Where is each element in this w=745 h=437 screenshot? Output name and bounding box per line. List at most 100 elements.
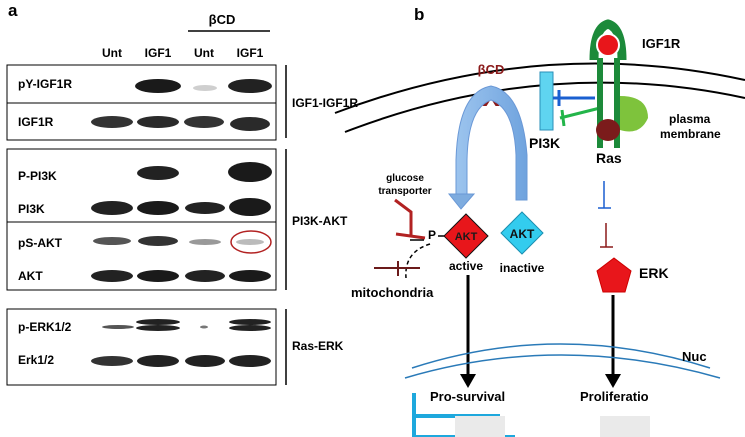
akt-active-label: AKT	[455, 231, 478, 243]
band	[230, 117, 270, 131]
band	[200, 325, 208, 329]
band	[91, 116, 133, 128]
erk-icon	[596, 257, 632, 293]
nucleus-outer	[411, 343, 711, 369]
blot-box-ras-erk	[6, 308, 277, 386]
band	[91, 356, 133, 366]
band	[137, 166, 179, 180]
glucose-label: glucose	[386, 173, 424, 184]
arrow-head-icon	[447, 193, 476, 210]
blot-bands-pi3k-akt	[91, 162, 272, 282]
band	[136, 319, 180, 325]
glucose-transporter-icon	[394, 198, 426, 240]
band	[228, 79, 272, 93]
panel-a-letter: a	[8, 1, 18, 20]
erk-label: ERK	[639, 265, 669, 281]
igf1r-receptor-icon	[589, 19, 648, 148]
faded-block	[455, 416, 505, 437]
beta-cd-label: βCD	[478, 62, 505, 77]
band	[137, 116, 179, 128]
receptor-stem-right	[614, 58, 620, 148]
nuc-label: Nuc	[682, 349, 707, 364]
mitochondria-inhibitor-icon	[374, 261, 420, 276]
prosurvival-label: Pro-survival	[430, 389, 505, 404]
beta-cd-header: βCD	[209, 12, 236, 27]
akt-inactive-label: AKT	[510, 227, 535, 241]
blot-row-label-erk12: Erk1/2	[18, 353, 54, 367]
plasma-label: plasma	[669, 112, 711, 126]
column-label-unt-1: Unt	[102, 46, 122, 60]
band	[91, 201, 133, 215]
plasma-membrane-outer	[334, 62, 745, 114]
nucleus-inner	[404, 354, 721, 379]
inactive-label: inactive	[500, 261, 545, 275]
green-inhibitor-icon	[559, 106, 601, 127]
band	[135, 79, 181, 93]
band	[185, 270, 225, 282]
band	[189, 239, 221, 245]
pathway-label-pi3k-akt: PI3K-AKT	[292, 214, 348, 228]
band	[229, 270, 271, 282]
band	[228, 162, 272, 182]
blot-bands-igf1r	[91, 79, 272, 131]
akt-inactive-icon	[500, 211, 544, 255]
akt-active-icon	[443, 213, 489, 259]
mitochondria-label: mitochondria	[351, 285, 434, 300]
band	[136, 325, 180, 331]
panel-b: b plasma membrane βCD X PI3K IGF1R Ras	[334, 5, 745, 437]
ras-icon	[596, 119, 620, 141]
blue-inhibitor-icon	[553, 90, 595, 106]
dashed-connector	[405, 243, 431, 279]
faded-block	[600, 416, 650, 437]
band	[137, 270, 179, 282]
blot-row-label-pi3k: PI3K	[18, 202, 45, 216]
active-label: active	[449, 259, 483, 273]
membrane-label: membrane	[660, 127, 721, 141]
panel-a: a βCD Unt IGF1 Unt IGF1 pY-IGF1R IGF1R I…	[6, 1, 358, 386]
pi3k-label: PI3K	[529, 135, 560, 151]
band	[93, 237, 131, 245]
column-label-unt-2: Unt	[194, 46, 214, 60]
band	[236, 239, 264, 245]
survival-arrow-head-icon	[460, 374, 476, 388]
column-label-igf1-1: IGF1	[145, 46, 172, 60]
band	[229, 319, 271, 325]
phospho-p-label: P	[428, 228, 436, 242]
band	[185, 202, 225, 214]
band	[137, 355, 179, 367]
blot-row-label-igf1r: IGF1R	[18, 115, 54, 129]
band	[91, 270, 133, 282]
proliferation-arrow-head-icon	[605, 374, 621, 388]
band	[229, 325, 271, 331]
pathway-label-ras-erk: Ras-ERK	[292, 339, 344, 353]
column-label-igf1-2: IGF1	[237, 46, 264, 60]
proliferation-label: Proliferatio	[580, 389, 649, 404]
band	[138, 236, 178, 246]
band	[184, 116, 224, 128]
blot-row-label-ps-akt: pS-AKT	[18, 236, 63, 250]
blot-row-label-akt: AKT	[18, 269, 43, 283]
adaptor-green-icon	[620, 96, 648, 132]
blot-bands-ras-erk	[91, 319, 271, 367]
igf1r-label: IGF1R	[642, 36, 681, 51]
band	[102, 325, 134, 329]
panel-b-letter: b	[414, 5, 424, 24]
highlight-circle	[230, 230, 272, 254]
red-inhibition-icon	[600, 223, 613, 248]
band	[193, 85, 217, 91]
band	[185, 355, 225, 367]
pathway-label-igf1-igf1r: IGF1-IGF1R	[292, 96, 358, 110]
translocation-arrow	[455, 85, 528, 201]
band	[229, 355, 271, 367]
band	[229, 198, 271, 216]
transporter-label: transporter	[378, 186, 431, 197]
ras-label: Ras	[596, 150, 622, 166]
receptor-arm	[589, 19, 627, 61]
receptor-stem-left	[597, 58, 603, 148]
blot-row-label-py-igf1r: pY-IGF1R	[18, 77, 72, 91]
blot-row-label-p-erk12: p-ERK1/2	[18, 320, 72, 334]
blot-box-pi3k-akt	[6, 148, 277, 291]
pi3k-icon	[539, 71, 554, 131]
band	[137, 201, 179, 215]
